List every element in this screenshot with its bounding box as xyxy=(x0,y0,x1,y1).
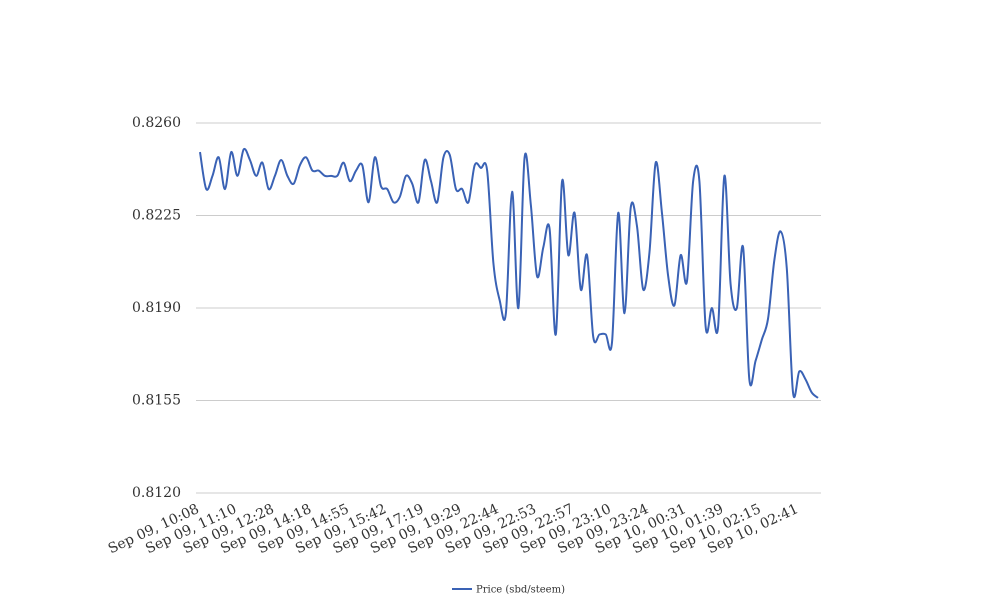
y-tick-label: 0.8225 xyxy=(132,208,181,224)
y-tick-label: 0.8190 xyxy=(132,300,181,316)
y-tick-label: 0.8120 xyxy=(132,485,181,501)
legend-label: Price (sbd/steem) xyxy=(476,585,565,596)
price-line xyxy=(199,147,819,399)
y-tick-label: 0.8260 xyxy=(132,115,181,131)
y-tick-label: 0.8155 xyxy=(132,393,181,409)
